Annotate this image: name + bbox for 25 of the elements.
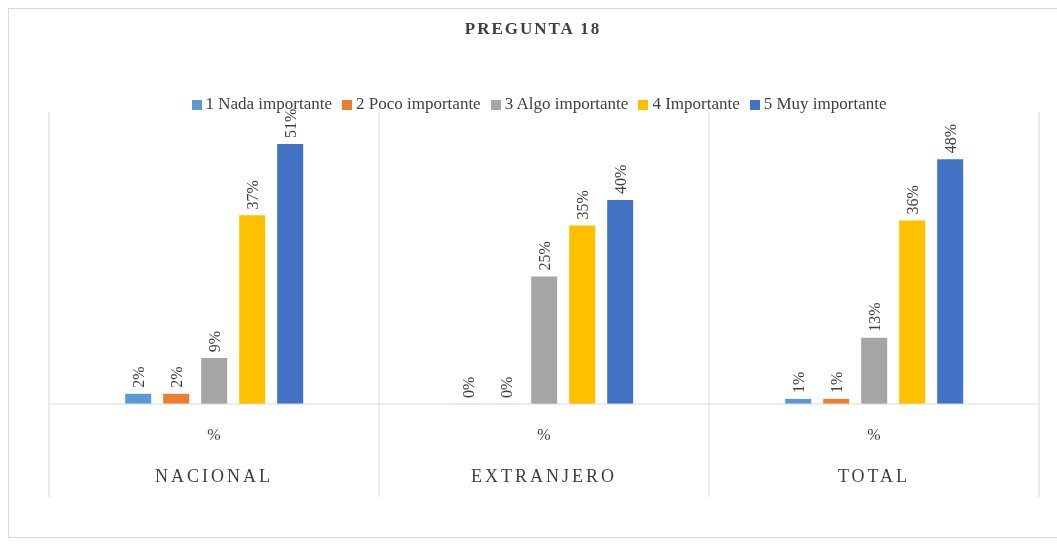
legend-label: 5 Muy importante: [763, 94, 887, 113]
data-label: 37%: [243, 180, 261, 210]
x-tick-label: TOTAL: [837, 466, 911, 486]
data-label: 2%: [167, 366, 185, 388]
text: %: [537, 426, 551, 443]
data-label: 0%: [459, 376, 477, 398]
data-label: 1%: [789, 371, 807, 393]
legend-label: 3 Algo importante: [504, 94, 629, 113]
data-label: 13%: [865, 302, 883, 332]
legend-label: 2 Poco importante: [356, 94, 481, 113]
data-label: 35%: [573, 190, 591, 220]
chart-title: PREGUNTA 18: [463, 18, 603, 40]
data-label: 36%: [903, 185, 921, 215]
text: %: [867, 426, 881, 443]
data-label: 40%: [611, 164, 629, 195]
data-label: 48%: [941, 123, 959, 154]
x-tick-label: NACIONAL: [155, 466, 273, 486]
text: %: [207, 426, 221, 443]
data-label: 9%: [205, 330, 223, 353]
x-tick-label: EXTRANJERO: [471, 466, 617, 486]
legend-label: 4 Importante: [652, 94, 740, 113]
data-label: 1%: [827, 371, 845, 393]
data-label: 0%: [497, 376, 515, 398]
data-label: 25%: [535, 241, 553, 271]
data-label: 2%: [129, 366, 147, 388]
